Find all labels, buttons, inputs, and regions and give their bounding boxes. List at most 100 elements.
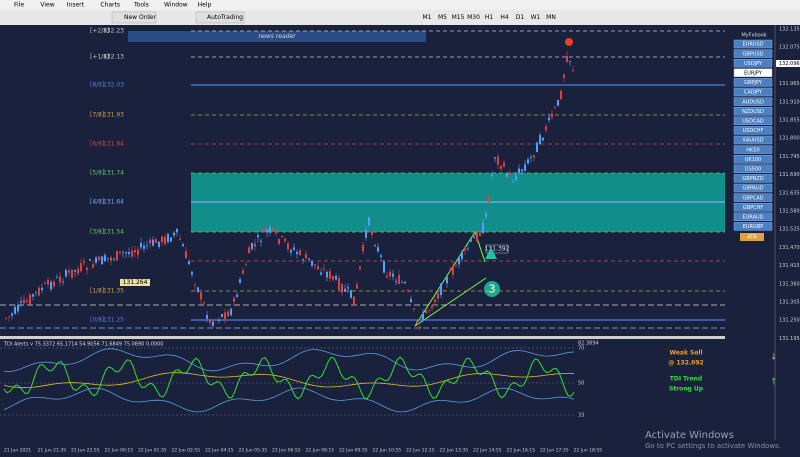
candle-body <box>35 291 37 293</box>
symbol-button[interactable] <box>733 59 773 68</box>
signal-marker <box>565 38 573 46</box>
timeframe[interactable]: H1 <box>485 14 494 21</box>
candle-body <box>227 311 229 317</box>
time-label: 22 Jun 10:55 <box>373 448 402 454</box>
menu-item[interactable]: Window <box>164 2 188 9</box>
trend-title: TDI Trend <box>670 376 702 383</box>
menu-item[interactable]: Insert <box>67 2 85 9</box>
menu-item[interactable]: Tools <box>133 2 149 9</box>
symbol-button[interactable] <box>733 154 773 164</box>
candle-body <box>422 313 424 320</box>
symbol-button[interactable] <box>733 87 773 97</box>
symbol-button[interactable] <box>733 78 773 87</box>
menu-item[interactable]: File <box>14 2 24 9</box>
level-price: 132.03 <box>103 82 124 89</box>
candle-body <box>80 263 82 272</box>
candle-body <box>176 228 178 233</box>
down-arrow: ↓ <box>770 353 778 363</box>
candle-body <box>191 271 193 275</box>
candle-body <box>242 270 244 274</box>
symbol-label: USDCAD <box>742 119 764 125</box>
candle-body <box>149 239 151 244</box>
timeframe[interactable]: D1 <box>516 14 525 21</box>
timeframe[interactable]: H4 <box>500 14 509 21</box>
timeframe[interactable]: M30 <box>467 14 480 21</box>
candle-body <box>41 287 43 291</box>
candle-body <box>23 299 25 304</box>
atr-button[interactable] <box>740 233 764 241</box>
symbol-button[interactable] <box>733 174 773 183</box>
timeframe[interactable]: MN <box>546 14 556 21</box>
candle-body <box>320 272 322 275</box>
candle-body <box>92 264 94 268</box>
symbol-button[interactable] <box>733 68 773 78</box>
candle-body <box>131 250 133 257</box>
news-reader-title: news reader <box>258 33 296 40</box>
symbol-label: CADJPY <box>744 90 763 96</box>
candle-body <box>254 243 256 247</box>
symbol-button[interactable] <box>733 97 773 106</box>
symbol-label: NZDUSD <box>742 109 764 115</box>
symbol-button[interactable] <box>733 135 773 145</box>
level-label: [+1/8] <box>90 54 109 61</box>
candle-body <box>236 294 238 298</box>
candle-body <box>536 142 538 153</box>
candle-body <box>329 271 331 279</box>
symbol-button[interactable] <box>733 202 773 212</box>
symbol-label: GBPCHF <box>743 205 764 211</box>
candle-body <box>71 269 73 278</box>
symbol-button[interactable] <box>733 164 773 174</box>
timeframe[interactable]: M5 <box>438 14 447 21</box>
candle-body <box>548 117 550 121</box>
candle-body <box>494 157 496 159</box>
symbol-button[interactable] <box>733 116 773 126</box>
candle-body <box>425 310 427 314</box>
candle-body <box>470 239 472 242</box>
candle-body <box>392 273 394 277</box>
candle-body <box>473 236 475 239</box>
candle-body <box>29 294 31 305</box>
timeframe[interactable]: M15 <box>452 14 465 21</box>
button-label: New Order <box>124 14 157 21</box>
menu-item[interactable]: View <box>40 2 54 9</box>
candle-body <box>485 213 487 218</box>
time-label: 22 Jun 01:35 <box>138 448 167 454</box>
candle-body <box>251 242 253 250</box>
candle-body <box>314 264 316 266</box>
candle-body <box>266 229 268 233</box>
candle-body <box>566 55 568 63</box>
level-price: 132.13 <box>103 54 124 61</box>
candle-body <box>38 287 40 296</box>
candle-body <box>197 287 199 293</box>
button[interactable] <box>195 11 245 24</box>
menu-item[interactable]: Help <box>198 2 212 9</box>
symbol-button[interactable] <box>733 39 773 49</box>
symbol-button[interactable] <box>733 145 773 154</box>
timeframe[interactable]: M1 <box>423 14 432 21</box>
menu-item[interactable]: Charts <box>100 2 120 9</box>
symbol-button[interactable] <box>733 222 773 231</box>
news-reader[interactable] <box>128 31 426 42</box>
symbol-button[interactable] <box>733 126 773 135</box>
price-label: 131.195 <box>779 336 800 342</box>
symbol-button[interactable] <box>733 193 773 202</box>
price-label: 131.305 <box>779 300 800 306</box>
candle-body <box>518 168 520 174</box>
candle-body <box>209 319 211 324</box>
symbol-label: GBPCAD <box>742 195 763 201</box>
timeframe[interactable]: W1 <box>531 14 541 21</box>
symbol-button[interactable] <box>733 49 773 58</box>
symbol-label: GBPNZD <box>742 176 763 182</box>
wave-circle <box>484 281 500 297</box>
candle-body <box>401 282 403 283</box>
symbol-button[interactable] <box>733 212 773 222</box>
symbol-button[interactable] <box>733 106 773 116</box>
candle-body <box>95 257 97 263</box>
candle-body <box>65 269 67 277</box>
candle-body <box>428 310 430 311</box>
button[interactable] <box>111 11 157 24</box>
candle-body <box>140 242 142 248</box>
symbol-button[interactable] <box>733 183 773 193</box>
candle-body <box>353 296 355 305</box>
